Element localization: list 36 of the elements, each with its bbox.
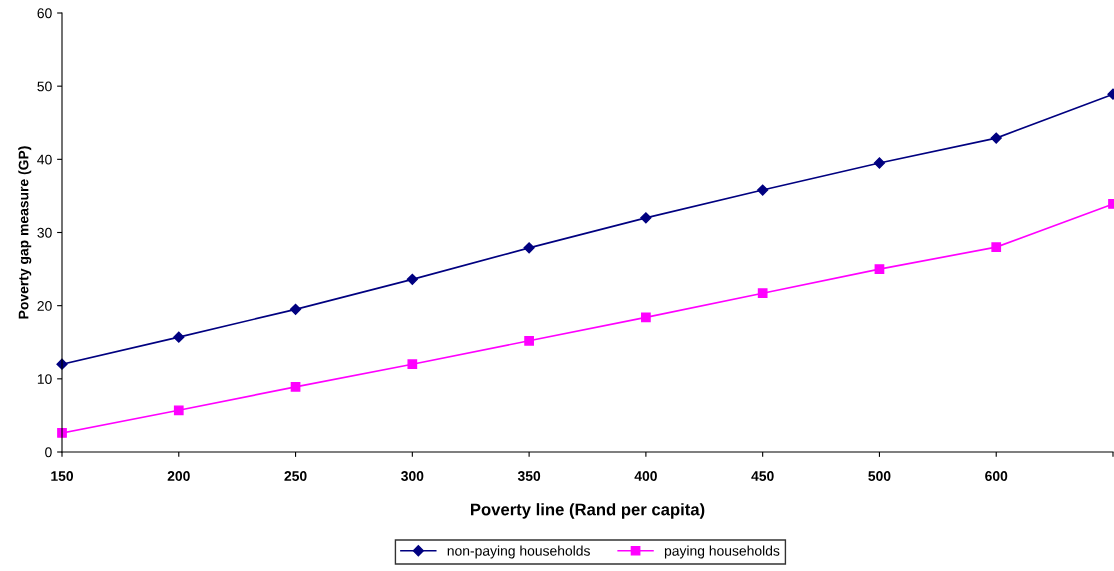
y-tick-label: 0 bbox=[45, 447, 52, 458]
point bbox=[173, 405, 184, 416]
point bbox=[640, 212, 652, 224]
point bbox=[290, 382, 301, 392]
point bbox=[289, 303, 302, 315]
x-tick-label: 600 bbox=[985, 471, 1008, 481]
x-axis-title: Poverty line (Rand per capita) bbox=[471, 503, 705, 519]
y-tick-label: 40 bbox=[37, 154, 52, 165]
point bbox=[641, 312, 651, 323]
point bbox=[407, 359, 418, 370]
x-tick-label: 400 bbox=[634, 471, 657, 481]
x-tick-label: 300 bbox=[401, 471, 424, 481]
y-axis-title: Poverty gap measure (GP) bbox=[18, 146, 32, 319]
x-tick-label: 250 bbox=[284, 471, 307, 481]
point bbox=[757, 288, 768, 299]
y-tick-label: 60 bbox=[37, 8, 52, 19]
legend-label: paying households bbox=[664, 545, 780, 559]
x-tick-label: 150 bbox=[51, 471, 74, 481]
point bbox=[173, 331, 185, 343]
point bbox=[523, 242, 535, 254]
point bbox=[990, 132, 1002, 144]
point bbox=[757, 184, 769, 196]
x-tick-label: 500 bbox=[868, 471, 891, 481]
point bbox=[873, 157, 886, 169]
y-tick-label: 20 bbox=[37, 301, 52, 311]
y-tick-label: 30 bbox=[37, 227, 52, 238]
point bbox=[991, 242, 1002, 252]
x-tick-label: 450 bbox=[751, 471, 774, 481]
point bbox=[524, 335, 534, 346]
y-tick-label: 10 bbox=[37, 374, 52, 384]
point bbox=[406, 273, 418, 285]
y-tick-label: 50 bbox=[37, 81, 52, 92]
x-tick-label: 200 bbox=[167, 471, 190, 481]
x-tick-label: 350 bbox=[517, 471, 541, 481]
point bbox=[874, 264, 885, 274]
legend-label: non-paying households bbox=[447, 545, 590, 559]
